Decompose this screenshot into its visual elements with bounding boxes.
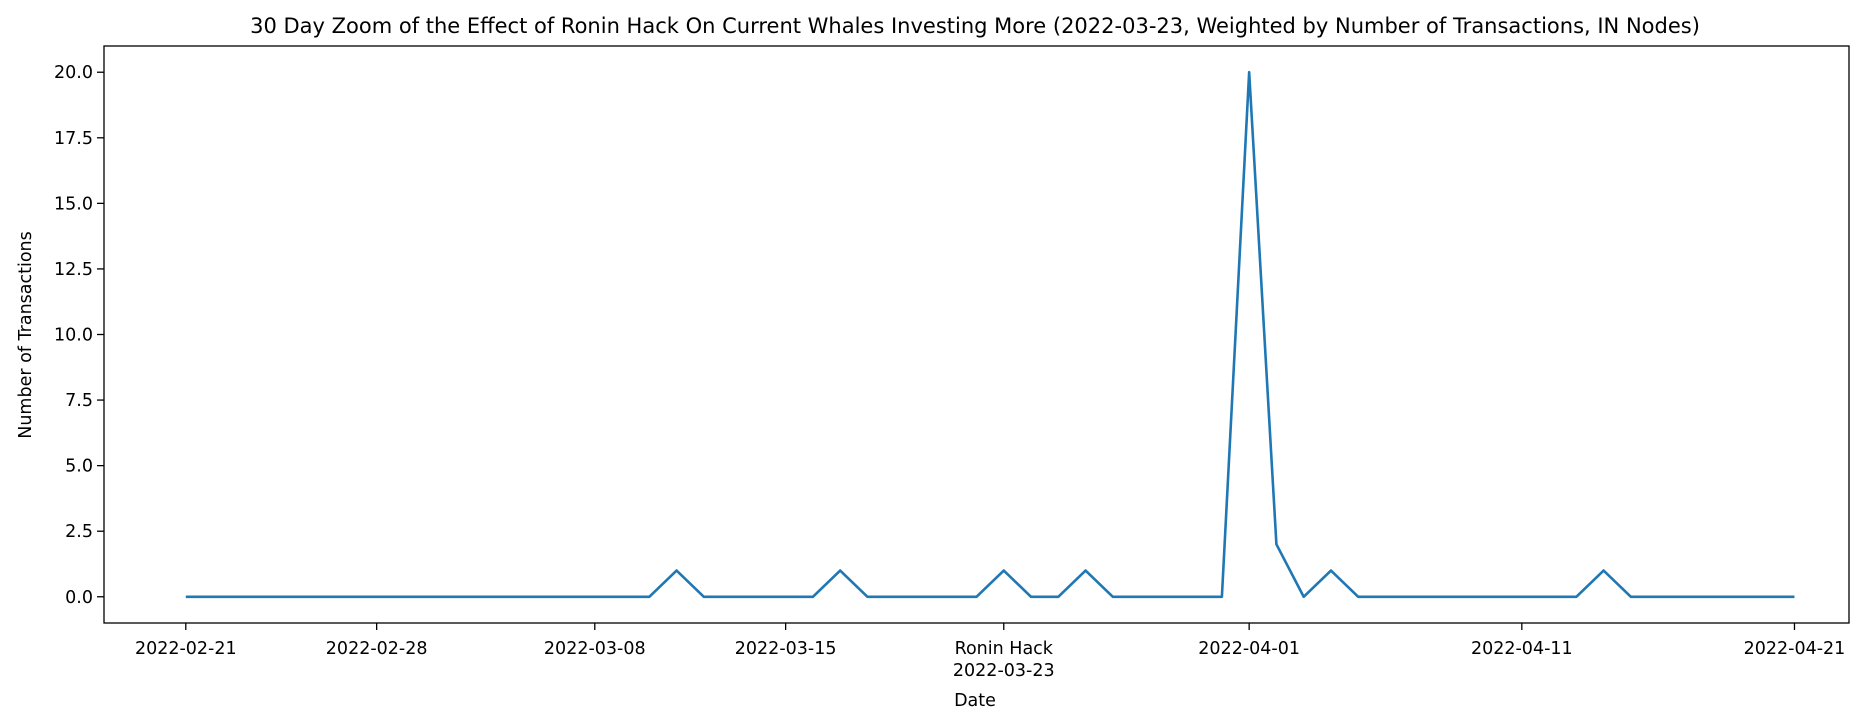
y-tick-label: 0.0 bbox=[65, 588, 93, 608]
series-line bbox=[185, 70, 1795, 599]
x-tick-label: 2022-04-21 bbox=[1744, 639, 1846, 659]
x-tick-label: 2022-04-11 bbox=[1471, 639, 1573, 659]
y-axis-ticks: 0.0 2.5 5.0 7.5 10.0 12.5 15.0 17.5 20.0 bbox=[54, 63, 104, 608]
y-axis-label: Number of Transactions bbox=[16, 231, 36, 439]
x-tick-label: 2022-03-08 bbox=[544, 639, 646, 659]
y-tick-label: 17.5 bbox=[54, 129, 93, 149]
x-tick-label: 2022-02-28 bbox=[326, 639, 428, 659]
y-tick-label: 15.0 bbox=[54, 194, 93, 214]
x-tick-label: Ronin Hack bbox=[955, 639, 1054, 659]
x-tick-label: 2022-02-21 bbox=[135, 639, 237, 659]
y-tick-label: 2.5 bbox=[65, 522, 93, 542]
y-tick-label: 5.0 bbox=[65, 457, 93, 477]
x-axis-label: Date bbox=[954, 691, 996, 711]
x-tick-label: 2022-04-01 bbox=[1198, 639, 1300, 659]
x-axis-ticks: 2022-02-21 2022-02-28 2022-03-08 2022-03-15… bbox=[135, 623, 1845, 681]
y-tick-label: 20.0 bbox=[54, 63, 93, 83]
chart-title: 30 Day Zoom of the Effect of Ronin Hack … bbox=[250, 14, 1700, 38]
y-tick-label: 7.5 bbox=[65, 391, 93, 411]
x-tick-label: 2022-03-15 bbox=[735, 639, 837, 659]
y-tick-label: 12.5 bbox=[54, 260, 93, 280]
plot-area bbox=[103, 45, 1850, 624]
y-tick-label: 10.0 bbox=[54, 326, 93, 346]
x-tick-label-secondary: 2022-03-23 bbox=[953, 661, 1055, 681]
